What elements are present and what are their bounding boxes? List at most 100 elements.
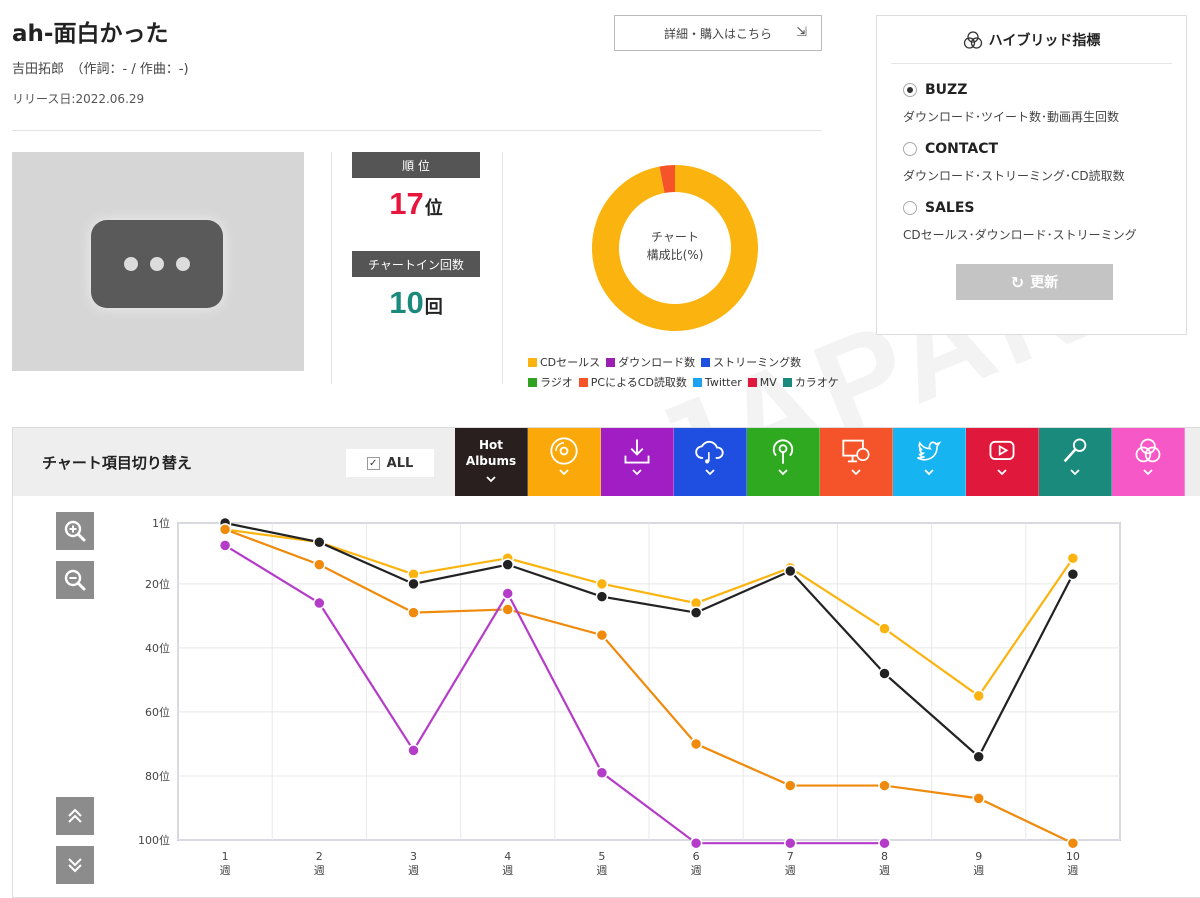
series-point-2[interactable] xyxy=(595,628,609,642)
divider xyxy=(502,152,503,384)
series-point-1[interactable] xyxy=(689,606,703,619)
x-tick-unit: 週 xyxy=(879,864,890,877)
hybrid-option-sales[interactable]: SALES xyxy=(903,200,975,216)
scroll-down-button[interactable] xyxy=(56,846,94,884)
x-tick-label: 9 xyxy=(975,850,982,863)
legend-label: PCによるCD読取数 xyxy=(590,376,687,389)
legend-item: Twitter xyxy=(692,375,742,389)
song-title: ah-面白かった xyxy=(12,21,169,47)
legend-swatch xyxy=(528,377,537,387)
chartin-value-box: 10回 xyxy=(352,285,480,321)
x-tick-label: 10 xyxy=(1066,850,1080,863)
x-tick-label: 6 xyxy=(693,850,700,863)
tab-cd-sales[interactable] xyxy=(528,428,601,496)
detail-purchase-button[interactable]: 詳細・購入はこちら ⇲ xyxy=(614,15,822,51)
series-point-1[interactable] xyxy=(407,577,420,591)
series-point-1[interactable] xyxy=(313,535,326,549)
series-point-1[interactable] xyxy=(1066,567,1080,581)
legend-swatch xyxy=(701,357,711,367)
video-thumbnail[interactable] xyxy=(12,152,304,371)
series-point-2[interactable] xyxy=(407,606,420,619)
series-point-0[interactable] xyxy=(972,689,985,703)
refresh-icon: ↻ xyxy=(1010,272,1025,292)
series-point-3[interactable] xyxy=(313,596,326,610)
series-point-2[interactable] xyxy=(218,523,232,536)
chevron-down-icon xyxy=(1143,469,1153,476)
tab-streaming[interactable] xyxy=(674,428,747,496)
series-point-1[interactable] xyxy=(784,564,797,578)
series-point-2[interactable] xyxy=(784,779,797,792)
download-icon xyxy=(624,439,650,464)
tab-karaoke[interactable] xyxy=(1039,428,1112,496)
chartin-unit: 回 xyxy=(424,297,443,317)
legend-label: ダウンロード数 xyxy=(618,356,696,369)
rank-unit: 位 xyxy=(424,198,443,218)
series-point-0[interactable] xyxy=(878,622,891,635)
series-point-3[interactable] xyxy=(407,744,420,757)
divider xyxy=(331,152,332,384)
hybrid-indicator-panel: ハイブリッド指標 BUZZ ダウンロード･ツイート数･動画再生回数 CONTACT ダ… xyxy=(876,15,1187,335)
series-point-2[interactable] xyxy=(501,603,514,616)
zoom-in-button[interactable] xyxy=(56,512,94,550)
series-point-3[interactable] xyxy=(878,836,891,850)
chartin-value: 10 xyxy=(389,285,424,320)
series-line-1 xyxy=(224,521,1074,759)
update-button[interactable]: ↻ 更新 xyxy=(956,264,1113,300)
divider xyxy=(12,130,822,131)
tab-radio[interactable] xyxy=(747,428,820,496)
series-point-0[interactable] xyxy=(1066,551,1080,565)
scroll-up-button[interactable] xyxy=(56,797,94,835)
double-chevron-down-icon xyxy=(68,858,82,873)
tab-twitter[interactable] xyxy=(893,428,966,496)
chart-switch-title: チャート項目切り替え xyxy=(42,454,192,472)
tab-download[interactable] xyxy=(601,428,674,496)
series-point-0[interactable] xyxy=(595,577,609,591)
legend-label: CDセールス xyxy=(540,356,601,369)
series-point-3[interactable] xyxy=(689,836,703,850)
legend-label: Twitter xyxy=(704,375,742,389)
radio-button[interactable] xyxy=(903,142,917,156)
y-tick-label: 100位 xyxy=(138,833,170,847)
hybrid-icon xyxy=(963,31,982,49)
mic-icon xyxy=(1063,438,1087,463)
zoom-out-button[interactable] xyxy=(56,561,94,599)
series-point-1[interactable] xyxy=(972,750,985,763)
radio-button[interactable] xyxy=(903,83,917,97)
series-point-2[interactable] xyxy=(689,737,703,751)
series-point-2[interactable] xyxy=(972,792,985,805)
tab-hybrid[interactable] xyxy=(1112,428,1185,496)
x-tick-label: 5 xyxy=(598,850,605,863)
all-toggle[interactable]: ✓ ALL xyxy=(346,449,434,477)
twitter-icon xyxy=(917,441,942,461)
x-tick-unit: 週 xyxy=(1067,864,1078,877)
hybrid-option-contact[interactable]: CONTACT xyxy=(903,141,998,157)
x-tick-label: 7 xyxy=(787,850,794,863)
tab-mv[interactable] xyxy=(966,428,1039,496)
tab-pc-cd-read[interactable] xyxy=(820,428,893,496)
series-point-2[interactable] xyxy=(878,779,891,792)
series-point-2[interactable] xyxy=(313,558,326,571)
series-point-1[interactable] xyxy=(878,667,891,680)
chevron-down-icon xyxy=(1070,469,1080,476)
series-point-3[interactable] xyxy=(218,539,232,552)
series-point-3[interactable] xyxy=(595,766,609,780)
series-point-2[interactable] xyxy=(1066,836,1080,850)
radio-button[interactable] xyxy=(903,201,917,215)
hybrid-title-text: ハイブリッド指標 xyxy=(988,33,1101,49)
tab-hot-albums[interactable]: Hot Albums xyxy=(455,428,528,496)
hybrid-option-buzz[interactable]: BUZZ xyxy=(903,82,967,98)
series-point-1[interactable] xyxy=(595,590,609,603)
song-credits: 吉田拓郎 （作詞：- / 作曲：-) xyxy=(12,62,189,77)
x-tick-unit: 週 xyxy=(502,864,513,877)
series-point-3[interactable] xyxy=(784,836,797,850)
series-point-3[interactable] xyxy=(501,587,514,600)
hybrid-option-desc: CDセールス･ダウンロード･ストリーミング xyxy=(903,228,1137,242)
x-tick-unit: 週 xyxy=(785,864,796,877)
chevron-down-icon xyxy=(559,469,569,476)
cloud-music-icon xyxy=(695,440,724,464)
y-tick-label: 1位 xyxy=(152,516,170,530)
series-point-1[interactable] xyxy=(501,558,514,571)
legend-label: ラジオ xyxy=(540,376,573,389)
y-tick-label: 80位 xyxy=(145,769,170,783)
